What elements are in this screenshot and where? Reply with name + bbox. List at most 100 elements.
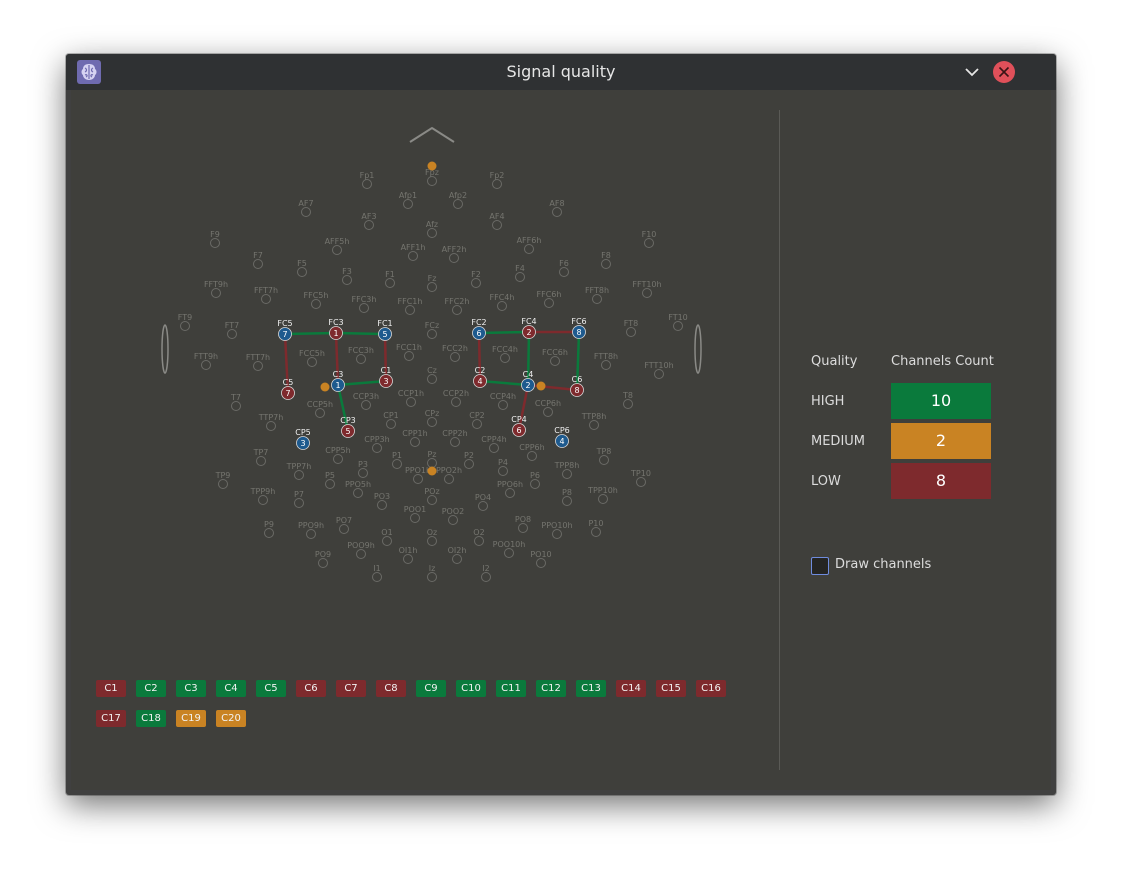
link-fc2-c2 bbox=[477, 332, 482, 382]
electrode-label-ftt9h: FTT9h bbox=[194, 352, 218, 361]
electrode-label-ft9: FT9 bbox=[178, 313, 192, 322]
electrode-label-f7: F7 bbox=[253, 251, 263, 260]
channel-chip-c3[interactable]: C3 bbox=[176, 680, 206, 697]
electrode-label-cpp6h: CPP6h bbox=[519, 443, 544, 452]
channel-chip-c8[interactable]: C8 bbox=[376, 680, 406, 697]
electrode-label-poz: POz bbox=[424, 487, 439, 496]
active-electrode-label-c6: C6 bbox=[572, 375, 583, 384]
channel-chip-c5[interactable]: C5 bbox=[256, 680, 286, 697]
electrode-fcc1h bbox=[404, 351, 414, 361]
electrode-label-ccp5h: CCP5h bbox=[307, 400, 333, 409]
reference-dot-4 bbox=[427, 466, 437, 476]
link-fc5-fc3 bbox=[284, 331, 337, 336]
electrode-ppo6h bbox=[505, 488, 515, 498]
channel-chip-c12[interactable]: C12 bbox=[536, 680, 566, 697]
close-icon[interactable] bbox=[992, 60, 1016, 84]
active-electrode-cp6 bbox=[555, 434, 569, 448]
channel-chip-c16[interactable]: C16 bbox=[696, 680, 726, 697]
electrode-label-fft10h: FFT10h bbox=[632, 280, 661, 289]
active-electrode-label-c4: C4 bbox=[523, 370, 534, 379]
channel-chip-c11[interactable]: C11 bbox=[496, 680, 526, 697]
electrode-label-ft8: FT8 bbox=[624, 319, 638, 328]
electrode-label-fcc3h: FCC3h bbox=[348, 346, 374, 355]
electrode-label-ppo10h: PPO10h bbox=[541, 521, 572, 530]
channel-chip-c15[interactable]: C15 bbox=[656, 680, 686, 697]
electrode-f7 bbox=[253, 259, 263, 269]
active-electrode-number-fc6: 8 bbox=[576, 328, 581, 337]
channel-chip-c14[interactable]: C14 bbox=[616, 680, 646, 697]
active-electrode-fc5 bbox=[278, 327, 292, 341]
electrode-label-ftt8h: FTT8h bbox=[594, 352, 618, 361]
electrode-ft10 bbox=[673, 321, 683, 331]
right-ear-icon bbox=[694, 324, 702, 374]
quality-low-count: 8 bbox=[891, 463, 991, 499]
channel-chip-c1[interactable]: C1 bbox=[96, 680, 126, 697]
electrode-label-p10: P10 bbox=[588, 519, 603, 528]
electrode-ttp8h bbox=[589, 420, 599, 430]
electrode-f10 bbox=[644, 238, 654, 248]
channel-chip-c6[interactable]: C6 bbox=[296, 680, 326, 697]
electrode-po7 bbox=[339, 524, 349, 534]
electrode-label-tpp9h: TPP9h bbox=[250, 487, 276, 496]
channel-chip-c4[interactable]: C4 bbox=[216, 680, 246, 697]
electrode-label-fcc6h: FCC6h bbox=[542, 348, 568, 357]
electrode-ft8 bbox=[626, 327, 636, 337]
electrode-cp1 bbox=[386, 419, 396, 429]
electrode-label-ppo2h: PPO2h bbox=[436, 466, 462, 475]
electrode-label-afz: Afz bbox=[426, 220, 438, 229]
active-electrode-label-c3: C3 bbox=[333, 370, 344, 379]
channel-chip-c9[interactable]: C9 bbox=[416, 680, 446, 697]
electrode-label-ffc3h: FFC3h bbox=[352, 295, 377, 304]
channel-chip-c13[interactable]: C13 bbox=[576, 680, 606, 697]
active-electrode-fc2 bbox=[472, 326, 486, 340]
electrode-fpz bbox=[427, 176, 437, 186]
electrode-label-p9: P9 bbox=[264, 520, 274, 529]
electrode-label-f4: F4 bbox=[515, 264, 525, 273]
channel-chip-c17[interactable]: C17 bbox=[96, 710, 126, 727]
electrode-fcc2h bbox=[450, 352, 460, 362]
electrode-label-i2: I2 bbox=[482, 564, 489, 573]
electrode-p2 bbox=[464, 459, 474, 469]
close-button[interactable] bbox=[992, 60, 1016, 84]
active-electrode-number-fc3: 1 bbox=[333, 329, 338, 338]
electrode-t8 bbox=[623, 399, 633, 409]
quality-high-count: 10 bbox=[891, 383, 991, 419]
draw-channels-checkbox[interactable] bbox=[811, 557, 829, 575]
electrode-p6 bbox=[530, 479, 540, 489]
electrode-f3 bbox=[342, 275, 352, 285]
channel-chip-c7[interactable]: C7 bbox=[336, 680, 366, 697]
electrode-label-fcc2h: FCC2h bbox=[442, 344, 468, 353]
active-electrode-label-c1: C1 bbox=[381, 366, 392, 375]
channel-chip-c20[interactable]: C20 bbox=[216, 710, 246, 727]
electrode-label-ppo9h: PPO9h bbox=[298, 521, 324, 530]
minimize-chevron-icon[interactable] bbox=[962, 62, 982, 82]
electrode-label-fft9h: FFT9h bbox=[204, 280, 228, 289]
link-fc4-c4 bbox=[526, 331, 531, 386]
electrode-label-ccp1h: CCP1h bbox=[398, 389, 424, 398]
electrode-label-iz: Iz bbox=[429, 564, 436, 573]
electrode-label-fp1: Fp1 bbox=[360, 171, 375, 180]
channel-chip-c18[interactable]: C18 bbox=[136, 710, 166, 727]
electrode-ccp1h bbox=[406, 397, 416, 407]
electrode-ccp6h bbox=[543, 407, 553, 417]
channel-chip-c19[interactable]: C19 bbox=[176, 710, 206, 727]
electrode-label-ccp2h: CCP2h bbox=[443, 389, 469, 398]
electrode-ccp3h bbox=[361, 400, 371, 410]
channel-chip-c2[interactable]: C2 bbox=[136, 680, 166, 697]
channel-chip-c10[interactable]: C10 bbox=[456, 680, 486, 697]
title-bar[interactable]: Signal quality bbox=[66, 54, 1056, 90]
draw-channels-label[interactable]: Draw channels bbox=[835, 557, 932, 572]
electrode-p8 bbox=[562, 496, 572, 506]
electrode-label-tp7: TP7 bbox=[253, 448, 269, 457]
electrode-fft9h bbox=[211, 288, 221, 298]
electrode-f5 bbox=[297, 267, 307, 277]
electrode-label-po7: PO7 bbox=[336, 516, 352, 525]
electrode-cpz bbox=[427, 417, 437, 427]
electrode-poo1 bbox=[410, 513, 420, 523]
electrode-tp8 bbox=[599, 455, 609, 465]
content-area: Fp1 Fpz Fp2 AF7 Afp1 Afp2 AF8 AF3 Afz AF4 F9 AFF5h A… bbox=[71, 90, 1051, 790]
electrode-af8 bbox=[552, 207, 562, 217]
electrode-ffc1h bbox=[405, 305, 415, 315]
electrode-label-cpp2h: CPP2h bbox=[442, 429, 467, 438]
electrode-label-po3: PO3 bbox=[374, 492, 390, 501]
